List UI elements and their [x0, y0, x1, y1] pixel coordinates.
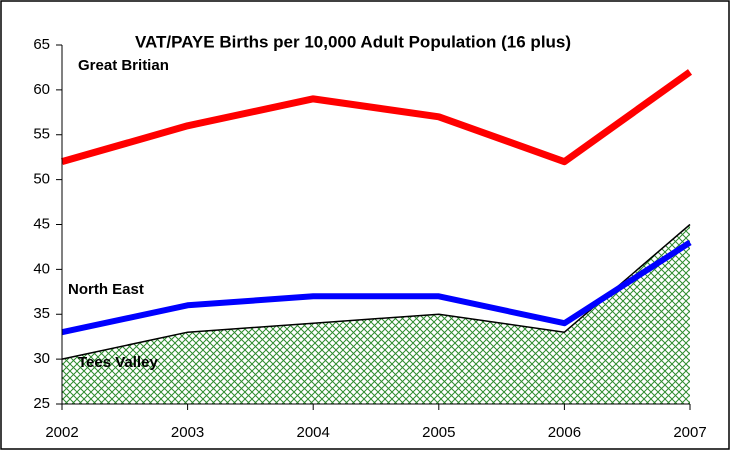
- y-tick-label: 50: [33, 171, 50, 188]
- chart-title: VAT/PAYE Births per 10,000 Adult Populat…: [135, 32, 571, 51]
- y-tick-label: 25: [33, 395, 50, 412]
- y-tick-label: 65: [33, 36, 50, 53]
- series-label: North East: [68, 281, 144, 298]
- y-tick-label: 45: [33, 215, 50, 232]
- y-tick-label: 40: [33, 260, 50, 277]
- y-tick-label: 30: [33, 350, 50, 367]
- y-tick-label: 60: [33, 81, 50, 98]
- y-tick-label: 55: [33, 126, 50, 143]
- series-label: Tees Valley: [78, 354, 158, 371]
- x-tick-label: 2006: [548, 424, 581, 441]
- x-tick-label: 2002: [45, 424, 78, 441]
- series-label: Great Britian: [78, 57, 169, 74]
- x-tick-label: 2004: [297, 424, 330, 441]
- area-line: [61, 223, 691, 360]
- series-line: [61, 239, 692, 336]
- area: [62, 224, 690, 404]
- series-line: [61, 69, 693, 166]
- x-tick-label: 2003: [171, 424, 204, 441]
- x-tick-label: 2007: [673, 424, 706, 441]
- y-tick-label: 35: [33, 305, 50, 322]
- x-tick-label: 2005: [422, 424, 455, 441]
